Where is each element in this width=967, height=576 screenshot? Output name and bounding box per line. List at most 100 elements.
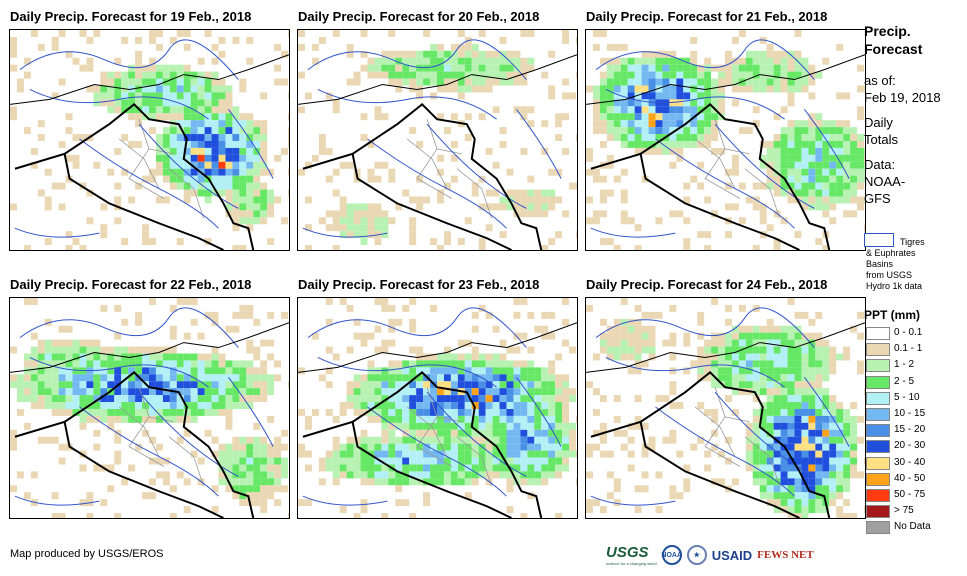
precip-cell xyxy=(353,513,361,518)
governorate-boundary xyxy=(416,148,453,199)
precip-cell xyxy=(367,471,375,479)
precip-cell xyxy=(155,140,163,148)
precip-cell xyxy=(274,443,282,451)
precip-cell xyxy=(325,210,333,218)
precip-cell xyxy=(114,57,122,65)
precip-cell xyxy=(274,78,282,86)
precip-cell xyxy=(30,388,38,396)
precip-cell xyxy=(711,381,719,389)
precip-cell xyxy=(485,450,493,458)
precip-cell xyxy=(211,147,219,155)
precip-map xyxy=(9,29,290,251)
precip-cell xyxy=(232,367,240,375)
precip-cell xyxy=(121,402,129,409)
precip-cell xyxy=(641,450,649,458)
precip-cell xyxy=(780,415,788,423)
precip-cell xyxy=(780,450,788,458)
precip-cell xyxy=(232,443,240,451)
precip-cell xyxy=(506,78,514,86)
precip-cell xyxy=(843,210,851,218)
precip-cell xyxy=(135,402,143,409)
precip-cell xyxy=(745,332,753,340)
precip-cell xyxy=(409,318,417,326)
precip-cell xyxy=(478,429,486,437)
precip-cell xyxy=(65,154,73,162)
precip-cell xyxy=(794,175,802,183)
precip-cell xyxy=(360,238,368,246)
precip-cell xyxy=(711,443,719,451)
precip-cell xyxy=(211,485,219,493)
precip-cell xyxy=(298,30,305,37)
precip-cell xyxy=(197,332,205,340)
precip-cell xyxy=(190,168,198,176)
iraq-border xyxy=(639,153,800,250)
precip-cell xyxy=(93,360,101,368)
precip-cell xyxy=(218,408,226,416)
precip-cell xyxy=(260,210,268,218)
precip-cell xyxy=(478,203,486,211)
precip-cell xyxy=(492,388,500,396)
precip-cell xyxy=(815,346,823,354)
precip-cell xyxy=(464,395,472,403)
precip-cell xyxy=(267,374,275,382)
precip-cell xyxy=(843,485,851,493)
precip-cell xyxy=(836,506,844,514)
precip-cell xyxy=(520,106,528,114)
precip-cell xyxy=(225,367,233,375)
precip-cell xyxy=(72,238,80,246)
precip-cell xyxy=(267,381,275,389)
precip-cell xyxy=(620,168,628,176)
precip-cell xyxy=(149,127,156,135)
precip-cell xyxy=(100,346,108,354)
precip-cell xyxy=(346,304,354,312)
precip-cell xyxy=(548,203,556,211)
precip-cell xyxy=(65,408,73,416)
precip-cell xyxy=(725,50,732,58)
precip-cell xyxy=(360,210,368,218)
precip-cell xyxy=(51,374,59,382)
precip-cell xyxy=(711,429,719,437)
precip-cell xyxy=(759,161,767,169)
precip-cell xyxy=(114,360,122,368)
precip-cell xyxy=(829,492,837,500)
precip-cell xyxy=(541,436,549,444)
precip-cell xyxy=(374,106,382,114)
precip-cell xyxy=(93,85,101,93)
precip-cell xyxy=(857,196,865,204)
precip-cell xyxy=(725,353,732,361)
precip-cell xyxy=(857,332,865,340)
precip-cell xyxy=(864,175,865,183)
precip-cell xyxy=(190,298,198,305)
precip-cell xyxy=(634,325,642,333)
precip-cell xyxy=(51,402,59,409)
precip-cell xyxy=(794,50,802,58)
precip-cell xyxy=(211,168,219,176)
precip-cell xyxy=(443,64,451,72)
precip-cell xyxy=(416,422,424,430)
precip-cell xyxy=(464,402,472,409)
precip-cell xyxy=(555,374,563,382)
precip-cell xyxy=(402,415,410,423)
precip-cell xyxy=(822,57,830,65)
precip-cell xyxy=(787,395,795,403)
precip-cell xyxy=(423,402,431,409)
precip-cell xyxy=(613,429,621,437)
precip-cell xyxy=(731,408,739,416)
precip-cell xyxy=(697,140,705,148)
precip-cell xyxy=(253,154,261,162)
precip-cell xyxy=(79,346,87,354)
precip-cell xyxy=(367,395,375,403)
precip-cell xyxy=(332,450,340,458)
precip-cell xyxy=(745,353,753,361)
precip-cell xyxy=(86,57,94,65)
precip-cell xyxy=(464,57,472,65)
precip-cell xyxy=(176,92,184,100)
precip-cell xyxy=(107,106,115,114)
precip-cell xyxy=(620,346,628,354)
precip-cell xyxy=(738,332,746,340)
precip-cell xyxy=(599,238,607,246)
precip-cell xyxy=(190,395,198,403)
precip-cell xyxy=(367,360,375,368)
precip-cell xyxy=(239,147,247,155)
precip-cell xyxy=(128,140,136,148)
